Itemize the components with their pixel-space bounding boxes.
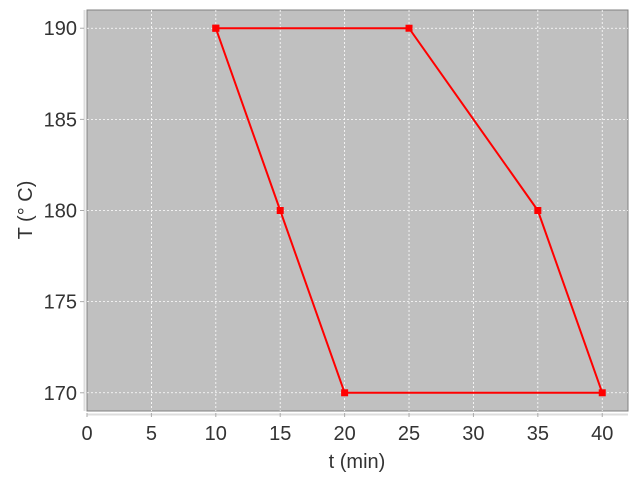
x-axis-label: t (min) — [329, 451, 386, 473]
x-tick-label: 15 — [269, 423, 291, 445]
x-tick-label: 25 — [398, 423, 420, 445]
y-tick-label: 180 — [44, 201, 77, 223]
data-point — [534, 207, 542, 214]
x-tick-label: 30 — [462, 423, 484, 445]
data-point — [276, 207, 284, 214]
y-tick-label: 175 — [44, 292, 77, 314]
x-tick-label: 10 — [205, 423, 227, 445]
ticks: 0 5 10 15 20 25 30 35 40 170 175 180 185 190 — [44, 18, 614, 445]
series — [212, 24, 606, 397]
y-tick-label: 190 — [44, 18, 77, 40]
data-point — [212, 24, 220, 32]
y-tick-label: 185 — [44, 109, 77, 131]
x-tick-label: 35 — [527, 423, 549, 445]
data-point — [341, 389, 349, 397]
x-tick-label: 5 — [146, 423, 157, 445]
x-tick-label: 40 — [591, 423, 613, 445]
x-tick-label: 0 — [81, 423, 92, 445]
y-tick-label: 170 — [44, 383, 77, 405]
data-point — [405, 24, 413, 32]
x-tick-label: 20 — [333, 423, 355, 445]
y-axis-label: T (° C) — [15, 181, 37, 240]
data-point — [598, 389, 606, 397]
